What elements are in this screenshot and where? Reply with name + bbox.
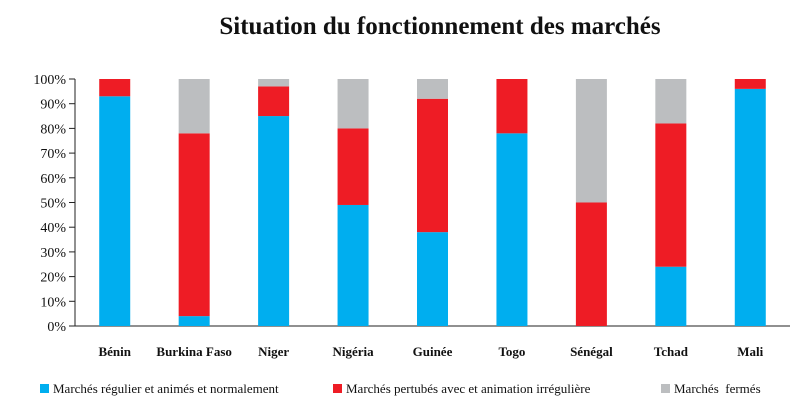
bar-segment (734, 79, 766, 89)
bar-segment (99, 96, 131, 326)
category-labels: Bénin Burkina Faso Niger Nigéria Guinée Togo S… (98, 344, 763, 359)
bar-segment (575, 202, 607, 326)
category-label: Mali (737, 344, 763, 359)
bar-segment (417, 98, 448, 233)
bar-segment (496, 79, 528, 134)
y-tick-label: 90% (40, 98, 66, 113)
y-tick-label: 100% (33, 73, 66, 88)
bar-segment (655, 266, 687, 326)
y-tick-label: 50% (40, 197, 66, 212)
bar-segment (258, 116, 290, 326)
legend-swatch (40, 384, 49, 393)
y-tick-label: 80% (40, 122, 66, 137)
legend-label: Marchés pertubés avec et animation irrég… (346, 381, 591, 396)
bar-segment (178, 316, 210, 326)
category-label: Nigéria (332, 344, 374, 359)
bar-segment (337, 128, 369, 205)
category-label: Sénégal (570, 344, 613, 359)
y-tick-label: 10% (40, 295, 66, 310)
legend-label: Marchés régulier et animés et normalemen… (53, 381, 279, 396)
bar-segment (417, 79, 448, 99)
legend-label: Marchés fermés (674, 381, 761, 396)
bar-segment (258, 79, 290, 87)
y-tick-label: 0% (47, 320, 66, 335)
legend: Marchés régulier et animés et normalemen… (40, 381, 761, 396)
y-tick-label: 40% (40, 221, 66, 236)
bar-segment (337, 79, 369, 129)
bars (99, 79, 766, 326)
bar-segment (337, 204, 369, 326)
category-label: Tchad (654, 344, 689, 359)
category-label: Niger (258, 344, 289, 359)
bar-segment (258, 86, 290, 117)
y-tick-label: 60% (40, 172, 66, 187)
bar-segment (734, 88, 766, 326)
legend-swatch (661, 384, 670, 393)
bar-segment (655, 79, 687, 124)
y-tick-label: 20% (40, 271, 66, 286)
axes: 0% 10% 20% 30% 40% 50% 60% 70% 80% 90% 100% (33, 73, 790, 335)
category-label: Guinée (413, 344, 453, 359)
y-tick-label: 70% (40, 147, 66, 162)
bar-segment (655, 123, 687, 267)
bar-segment (99, 79, 131, 97)
bar-segment (178, 79, 210, 134)
category-label: Burkina Faso (156, 344, 232, 359)
category-label: Bénin (98, 344, 131, 359)
bar-segment (575, 79, 607, 203)
legend-swatch (333, 384, 342, 393)
bar-segment (178, 133, 210, 317)
y-tick-label: 30% (40, 246, 66, 261)
bar-segment (417, 232, 448, 326)
bar-segment (496, 133, 528, 326)
chart-title: Situation du fonctionnement des marchés (219, 13, 661, 40)
category-label: Togo (498, 344, 525, 359)
